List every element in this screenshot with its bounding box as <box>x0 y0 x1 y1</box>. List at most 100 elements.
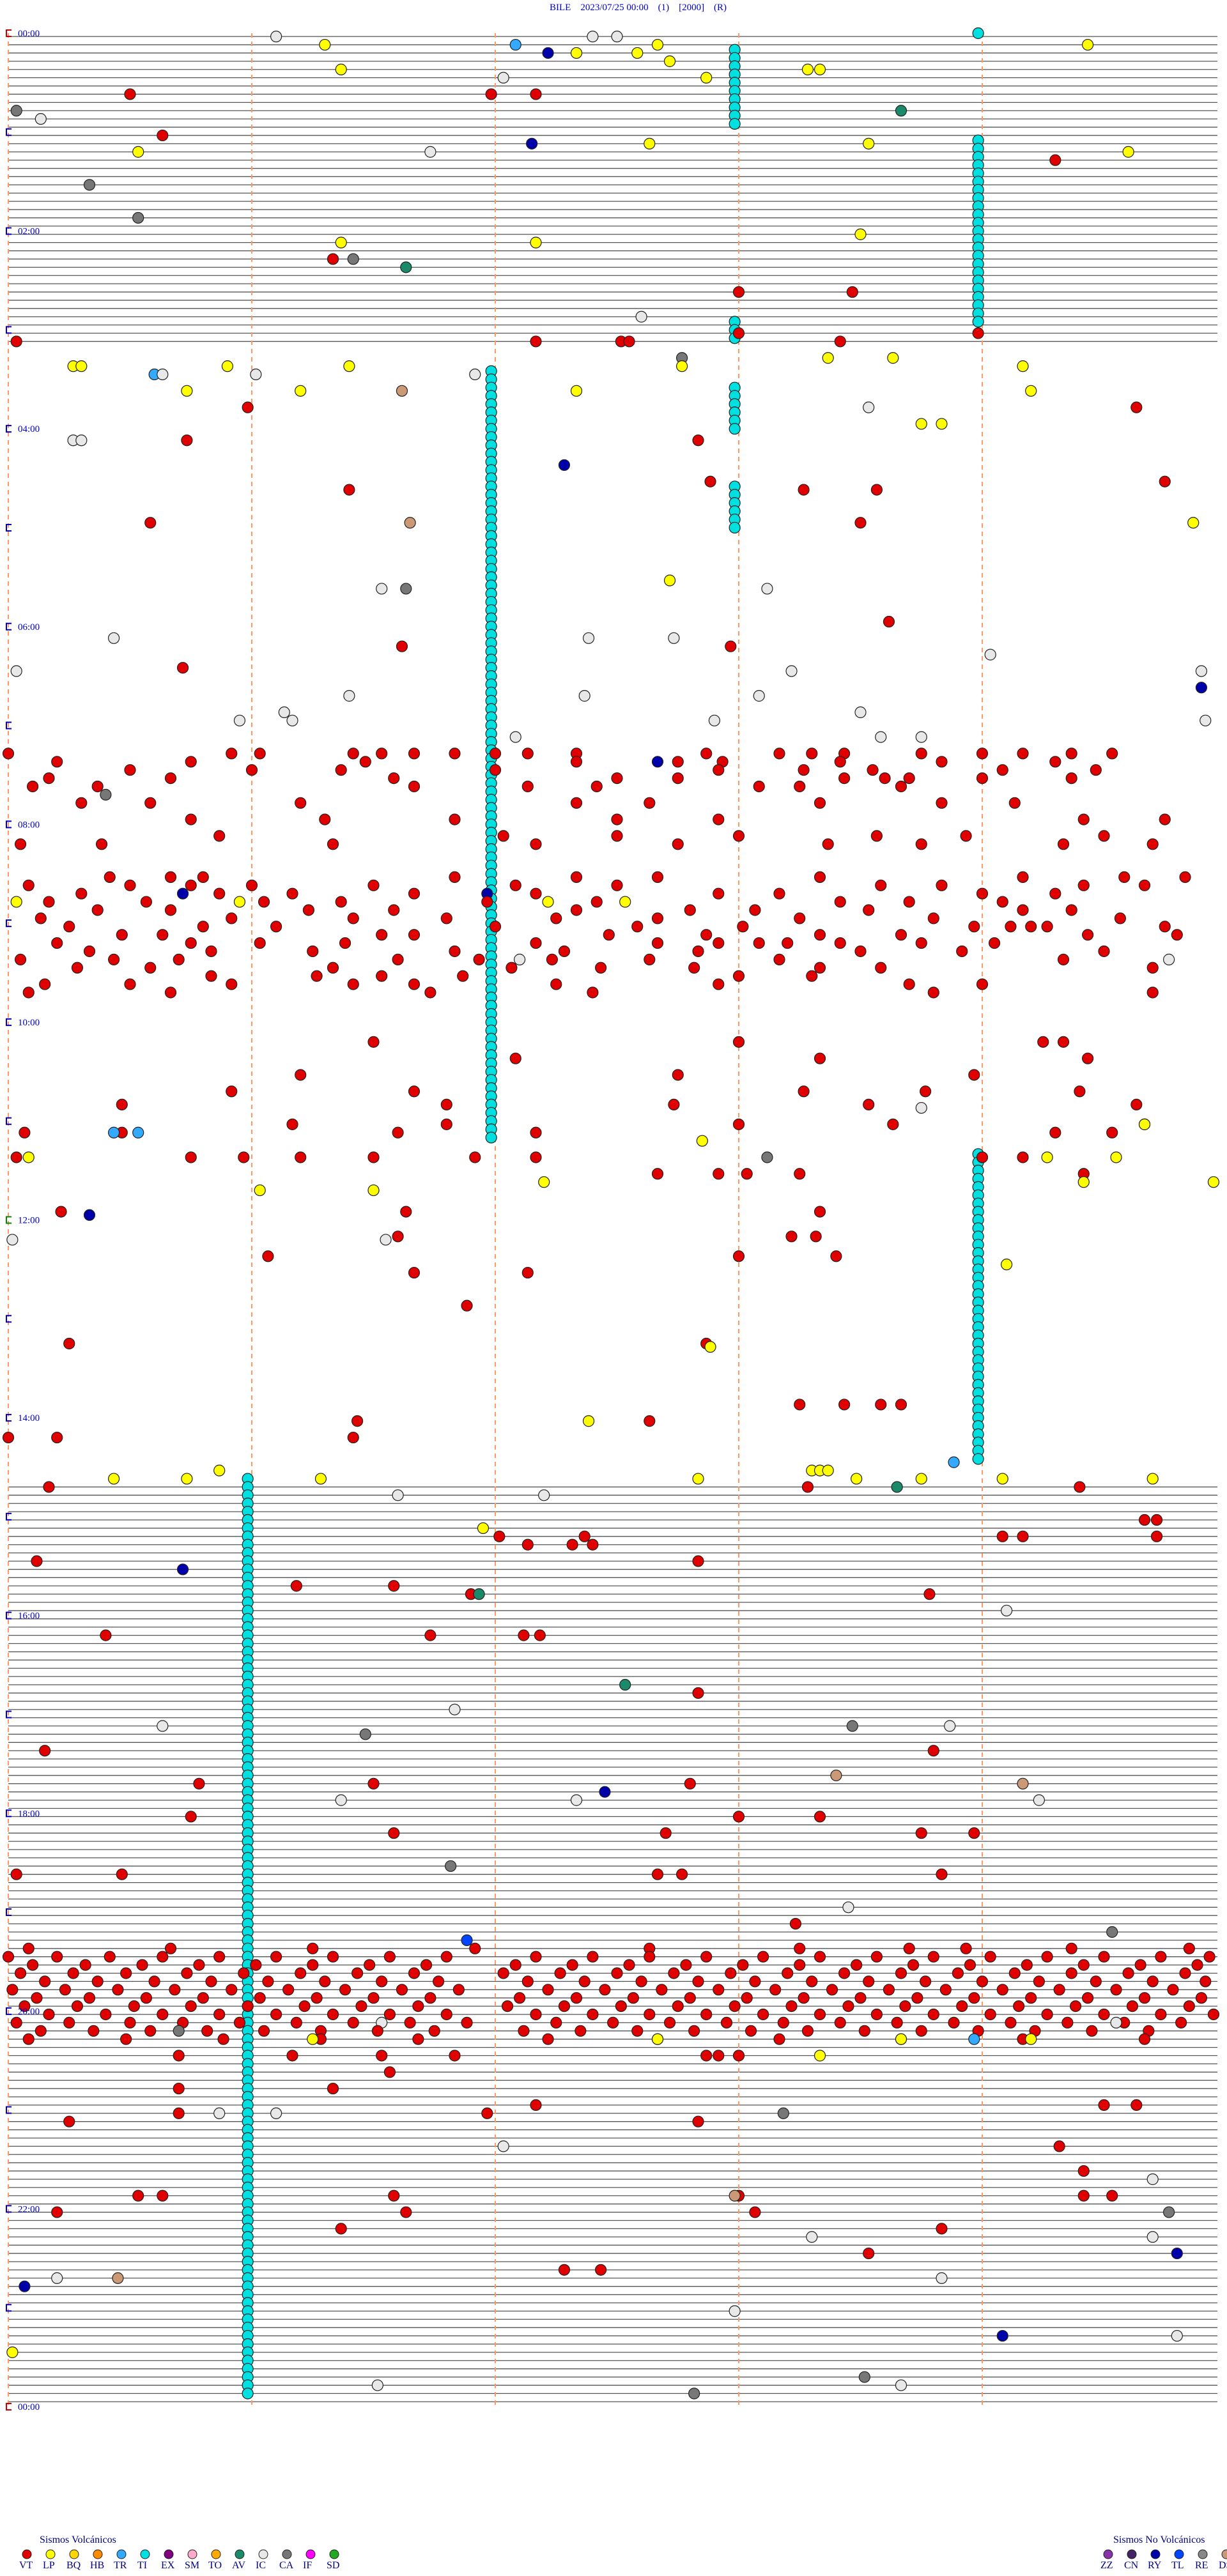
event-dot <box>651 1168 664 1180</box>
legend-code: IF <box>303 2560 312 2571</box>
event-dot <box>984 648 996 661</box>
event-dot <box>558 459 571 471</box>
event-dot <box>262 1975 274 1988</box>
event-dot <box>1017 871 1029 883</box>
event-dot <box>347 912 359 924</box>
event-dot <box>245 879 258 891</box>
event-dot <box>367 1184 380 1197</box>
event-dot <box>700 72 713 84</box>
event-dot <box>737 1959 749 1971</box>
event-dot <box>157 1951 169 1963</box>
event-dot <box>801 2025 814 2037</box>
event-dot <box>112 2272 124 2284</box>
legend-code: TL <box>1171 2560 1184 2571</box>
event-dot <box>635 1975 647 1988</box>
event-dot <box>692 1687 704 1699</box>
event-dot <box>903 1942 915 1954</box>
event-dot <box>611 31 623 43</box>
event-dot <box>713 2050 725 2062</box>
event-dot <box>814 2050 826 2062</box>
event-dot <box>976 1975 989 1988</box>
event-dot <box>440 1098 452 1111</box>
event-dot <box>185 2000 197 2012</box>
legend-code: RY <box>1148 2560 1162 2571</box>
event-dot <box>469 1151 481 1163</box>
event-dot <box>400 1206 412 1218</box>
event-dot <box>173 2107 185 2119</box>
event-dot <box>181 1967 193 1979</box>
event-dot <box>1207 2008 1220 2021</box>
event-dot <box>392 1230 404 1243</box>
event-dot <box>863 904 875 916</box>
event-dot <box>376 1975 388 1988</box>
event-dot <box>164 772 177 785</box>
event-dot <box>915 747 927 760</box>
event-dot <box>14 953 27 965</box>
event-dot <box>521 1538 534 1551</box>
event-dot <box>663 574 676 586</box>
event-dot <box>1167 1984 1179 1996</box>
event-dot <box>1146 2173 1159 2186</box>
event-dot <box>960 830 972 842</box>
tremor-dot <box>729 423 741 435</box>
event-dot <box>19 2000 31 2012</box>
event-dot <box>424 1629 436 1641</box>
event-dot <box>794 1942 806 1954</box>
event-dot <box>351 1967 364 1979</box>
event-dot <box>542 896 554 908</box>
event-dot <box>607 2016 619 2028</box>
legend-code: AV <box>232 2560 245 2571</box>
event-dot <box>10 335 22 348</box>
event-dot <box>737 921 749 933</box>
event-dot <box>530 2099 542 2111</box>
event-dot <box>1146 2231 1159 2243</box>
event-dot <box>814 797 826 809</box>
event-dot <box>757 2008 769 2021</box>
event-dot <box>176 1563 189 1575</box>
event-dot <box>684 1992 696 2004</box>
tremor-dot <box>729 521 741 534</box>
event-dot <box>927 912 939 924</box>
event-dot <box>948 1456 960 1468</box>
event-dot <box>996 1984 1008 1996</box>
event-dot <box>193 1777 205 1790</box>
event-dot <box>644 1951 656 1963</box>
event-dot <box>213 2107 226 2119</box>
event-dot <box>725 1967 737 1979</box>
event-dot <box>1195 1992 1208 2004</box>
event-dot <box>270 2107 282 2119</box>
event-dot <box>286 1118 298 1130</box>
event-dot <box>627 1992 640 2004</box>
event-dot <box>513 1992 526 2004</box>
event-dot <box>798 1992 810 2004</box>
legend-code: EX <box>161 2560 175 2571</box>
event-dot <box>205 970 217 982</box>
labels: 00:00 02:00 04:00 06:00 08:00 10:00 12:00 14:00… <box>18 29 40 2412</box>
legend-code: SM <box>185 2560 199 2571</box>
event-dot <box>1122 1967 1134 1979</box>
event-dot <box>530 1951 542 1963</box>
event-dot <box>343 690 355 702</box>
event-dot <box>530 887 542 900</box>
event-dot <box>1017 360 1029 372</box>
event-dot <box>238 1967 250 1979</box>
event-dot <box>295 385 307 397</box>
event-dot <box>915 937 927 949</box>
time-label: 04:00 <box>18 424 40 434</box>
event-dot <box>956 2000 968 2012</box>
event-dot <box>497 1967 509 1979</box>
event-dot <box>854 945 867 958</box>
event-dot <box>672 772 684 785</box>
event-dot <box>1017 904 1029 916</box>
event-dot <box>1074 1481 1086 1493</box>
event-dot <box>870 1951 883 1963</box>
event-dot <box>6 2346 19 2358</box>
event-dot <box>298 2000 311 2012</box>
event-dot <box>238 1151 250 1163</box>
event-dot <box>936 1868 948 1880</box>
event-dot <box>956 945 968 958</box>
event-dot <box>424 986 436 999</box>
event-dot <box>63 2016 75 2028</box>
event-dot <box>594 2264 607 2276</box>
